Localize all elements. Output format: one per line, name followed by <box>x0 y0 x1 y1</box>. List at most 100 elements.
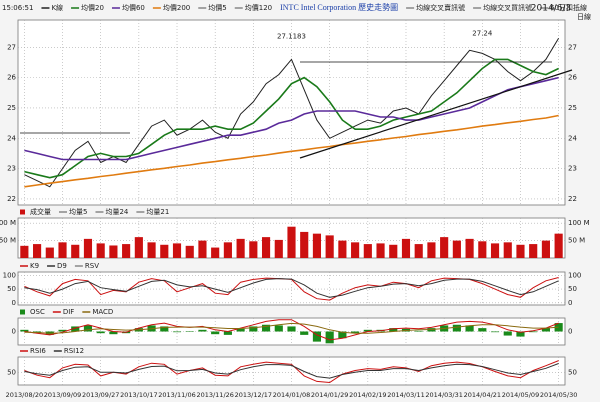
bar <box>312 331 322 342</box>
bar <box>427 242 436 258</box>
legend-swatch <box>20 209 25 215</box>
bar <box>465 325 474 332</box>
bar <box>554 323 563 332</box>
bar <box>287 226 296 258</box>
bar <box>376 243 385 258</box>
legend-label: 均價5 <box>208 3 226 12</box>
bar <box>96 331 105 334</box>
y-tick-label-right: 50 <box>568 285 577 293</box>
legend-label: OSC <box>30 308 45 316</box>
legend-label: 均量24 <box>105 207 128 216</box>
legend-label: K線 <box>51 3 63 12</box>
bar <box>414 330 423 332</box>
bar <box>223 242 232 258</box>
bar <box>198 329 207 332</box>
legend-label: 均價20 <box>81 3 104 12</box>
legend-label: 均價120 <box>245 3 272 12</box>
bar <box>516 331 525 337</box>
legend-label: 均價200 <box>163 3 190 12</box>
x-tick-label: 2014/05/09 <box>502 391 539 399</box>
bar <box>452 240 461 258</box>
bar <box>300 331 309 335</box>
bar <box>363 244 372 258</box>
x-tick-label: 2014/05/30 <box>540 391 577 399</box>
bar <box>503 242 512 258</box>
bar <box>261 237 271 258</box>
bar <box>83 238 93 258</box>
y-tick-label: 100 M <box>0 219 16 227</box>
y-tick-label-right: 50 <box>568 368 577 376</box>
bar <box>389 244 398 258</box>
x-tick-label: 2013/11/26 <box>196 391 233 399</box>
bar <box>287 326 296 332</box>
y-tick-label-right: 27 <box>568 43 577 51</box>
bar <box>325 235 334 258</box>
bar <box>122 244 131 258</box>
legend-label: RSI6 <box>30 347 46 355</box>
y-tick-label-right: 23 <box>568 165 577 173</box>
y-tick-label: 50 <box>7 368 16 376</box>
x-tick-label: 2013/09/27 <box>82 391 119 399</box>
y-tick-label: 25 <box>7 104 16 112</box>
bar <box>516 244 525 258</box>
x-tick-label: 2014/04/21 <box>464 391 501 399</box>
clock: 15:06:51 <box>2 4 33 12</box>
annotation: 27.1183 <box>277 33 306 41</box>
bar <box>71 326 80 332</box>
x-tick-label: 2014/01/08 <box>273 391 310 399</box>
bar <box>440 237 449 258</box>
bar <box>33 244 42 258</box>
panel <box>17 271 566 306</box>
bar <box>236 328 245 332</box>
bar <box>300 231 309 258</box>
bar <box>236 238 245 258</box>
bar <box>58 242 67 258</box>
bar <box>172 243 182 258</box>
bar <box>541 328 550 332</box>
annotation: 27.24 <box>472 30 493 38</box>
legend-label: 成交量 <box>30 207 51 216</box>
legend-label: 均量5 <box>69 207 87 216</box>
y-tick-label-right: 24 <box>568 134 577 142</box>
y-tick-label-right: 100 M <box>568 219 590 227</box>
legend-label: INTC Intel Corporation 歷史走勢圖 <box>280 2 398 12</box>
panel <box>17 356 566 386</box>
bar <box>452 324 461 332</box>
series-line <box>24 76 559 161</box>
y-tick-label: 26 <box>7 74 16 82</box>
x-tick-label: 2013/12/17 <box>235 391 272 399</box>
x-tick-label: 2013/08/20 <box>6 391 43 399</box>
bar <box>109 245 118 258</box>
bar <box>198 240 207 258</box>
bar <box>529 244 538 258</box>
bar <box>363 329 372 332</box>
bar <box>172 331 182 333</box>
bar <box>338 331 347 339</box>
y-tick-label: 27 <box>7 43 16 51</box>
legend-label: 均價60 <box>122 3 145 12</box>
bar <box>554 233 563 258</box>
legend-label: RSI12 <box>64 347 84 355</box>
x-tick-label: 2014/02/19 <box>349 391 386 399</box>
bar <box>211 247 220 258</box>
bar <box>338 240 347 258</box>
legend-label: DIF <box>63 308 74 316</box>
bar <box>71 244 80 258</box>
x-tick-label: 2013/10/17 <box>120 391 157 399</box>
legend-label: MACD <box>92 308 113 316</box>
y-tick-label-right: 26 <box>568 74 577 82</box>
bar <box>147 242 156 258</box>
y-tick-label: 24 <box>7 134 16 142</box>
bar <box>83 325 93 332</box>
legend-label: 均線交叉買訊號 <box>483 3 532 12</box>
x-tick-label: 2013/09/09 <box>44 391 81 399</box>
bar <box>20 329 29 332</box>
legend-label: D9 <box>57 262 67 270</box>
y-tick-label: 0 <box>12 299 16 307</box>
legend-label: 均量21 <box>146 207 169 216</box>
x-tick-label: 2014/01/29 <box>311 391 348 399</box>
legend-label: RSV <box>85 262 99 270</box>
bar <box>490 331 500 333</box>
bar <box>274 239 283 258</box>
